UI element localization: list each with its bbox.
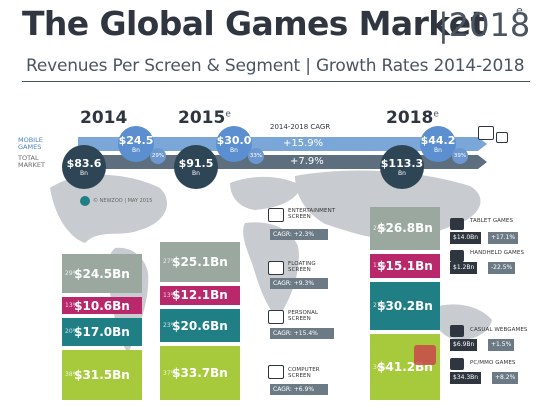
subtitle-rule bbox=[22, 81, 530, 82]
segment-value-label: $26.8Bn bbox=[377, 221, 433, 236]
computer-screen-label: COMPUTER SCREEN bbox=[288, 367, 320, 379]
keyboard-icon bbox=[450, 358, 464, 370]
title-year: |2018 bbox=[438, 6, 531, 44]
floating-cagr: CAGR: +9.3% bbox=[270, 278, 328, 289]
tablet-games-cagr: +17.1% bbox=[488, 232, 519, 244]
casual-webgames-value: $6.9Bn bbox=[450, 339, 478, 351]
console-icon bbox=[268, 261, 284, 275]
segment-value-label: $15.1Bn bbox=[377, 258, 433, 273]
mobile-circle-2018: $44.2 Bn bbox=[420, 126, 456, 162]
segment-share-label: 37% bbox=[163, 369, 177, 377]
mobile-share-2014: 29% bbox=[150, 148, 166, 164]
bar-segment: 36% $41.2Bn bbox=[370, 334, 440, 400]
bar-segment: 37% $33.7Bn bbox=[160, 346, 240, 400]
phone-tablet-icon bbox=[496, 132, 508, 143]
handheld-games-label: HANDHELD GAMES bbox=[470, 250, 525, 256]
segment-share-label: 27% bbox=[373, 302, 387, 310]
entertainment-cagr: CAGR: +2.3% bbox=[270, 229, 328, 240]
handheld-games-cagr: -22.5% bbox=[488, 262, 516, 274]
segment-share-label: 29% bbox=[65, 270, 79, 278]
continent-shape bbox=[431, 304, 492, 340]
segment-value-label: $17.0Bn bbox=[74, 324, 130, 339]
mobile-circle-2015: $30.0 Bn bbox=[216, 126, 252, 162]
bar-segment: 27% $30.2Bn bbox=[370, 281, 440, 331]
segment-value-label: $25.1Bn bbox=[172, 254, 228, 269]
total-circle-2015: $91.5 Bn bbox=[174, 145, 218, 189]
segment-share-label: 23% bbox=[163, 322, 177, 330]
entertainment-screen-label: ENTERTAINMENT SCREEN bbox=[288, 208, 336, 220]
smartphone-icon bbox=[268, 310, 284, 324]
watermark-logo bbox=[414, 345, 436, 365]
pc-mmo-games-value: $34.3Bn bbox=[450, 372, 482, 384]
bar-segment: 29% $24.5Bn bbox=[62, 254, 142, 294]
segment-value-label: $24.5Bn bbox=[74, 266, 130, 281]
casual-webgames-label: CASUAL WEBGAMES bbox=[470, 327, 528, 333]
title-estimate-mark: e bbox=[516, 4, 523, 17]
segment-value-label: $31.5Bn bbox=[74, 367, 130, 382]
handheld-icon bbox=[450, 250, 464, 262]
tv-icon bbox=[268, 208, 284, 222]
page-subtitle: Revenues Per Screen & Segment | Growth R… bbox=[26, 56, 525, 76]
segment-share-label: 36% bbox=[373, 363, 387, 371]
source-note: © NEWZOO | MAY 2015 bbox=[93, 198, 153, 204]
total-circle-2018: $113.3 Bn bbox=[380, 145, 424, 189]
bar-segment: 13% $15.1Bn bbox=[370, 253, 440, 278]
segment-value-label: $12.1Bn bbox=[172, 288, 228, 303]
bar-segment: 23% $20.6Bn bbox=[160, 309, 240, 343]
floating-screen-label: FLOATING SCREEN bbox=[288, 261, 316, 273]
segment-value-label: $10.6Bn bbox=[74, 298, 130, 313]
year-2018: 2018e bbox=[386, 108, 439, 128]
continent-shape bbox=[230, 176, 302, 210]
bar-segment: 27% $25.1Bn bbox=[160, 241, 240, 282]
segment-value-label: $20.6Bn bbox=[172, 318, 228, 333]
total-market-label: TOTAL MARKET bbox=[18, 154, 45, 169]
segment-share-label: 20% bbox=[65, 328, 79, 336]
segment-share-label: 24% bbox=[373, 224, 387, 232]
tablet-games-label: TABLET GAMES bbox=[470, 218, 514, 224]
casual-webgames-cagr: +1.5% bbox=[488, 339, 515, 351]
phone-tablet-icon bbox=[478, 126, 494, 140]
segment-share-label: 13% bbox=[65, 302, 79, 310]
mobile-share-2018: 39% bbox=[452, 148, 468, 164]
bar-segment: 38% $31.5Bn bbox=[62, 349, 142, 400]
total-band-arrow bbox=[478, 155, 487, 169]
tablet-games-value: $14.0Bn bbox=[450, 232, 482, 244]
tablet-icon bbox=[450, 218, 464, 230]
mobile-games-label: MOBILE GAMES bbox=[18, 136, 43, 151]
mobile-circle-2014: $24.5 Bn bbox=[118, 126, 154, 162]
page-title: The Global Games Market bbox=[22, 4, 486, 43]
pc-icon bbox=[268, 365, 284, 379]
mobile-cagr-band bbox=[78, 137, 478, 151]
mobile-cagr: +15.9% bbox=[283, 138, 324, 149]
year-2015: 2015e bbox=[178, 108, 231, 128]
newzoo-logo-icon bbox=[80, 196, 90, 206]
bar-segment: 20% $17.0Bn bbox=[62, 318, 142, 346]
segment-share-label: 38% bbox=[65, 371, 79, 379]
segment-value-label: $33.7Bn bbox=[172, 366, 228, 381]
mobile-band-arrow bbox=[478, 137, 487, 151]
computer-cagr: CAGR: +6.9% bbox=[270, 384, 328, 395]
total-cagr: +7.9% bbox=[290, 156, 324, 167]
segment-share-label: 13% bbox=[163, 291, 177, 299]
bar-segment: 24% $26.8Bn bbox=[370, 206, 440, 250]
segment-share-label: 27% bbox=[163, 258, 177, 266]
segment-share-label: 13% bbox=[373, 262, 387, 270]
continent-shape bbox=[50, 174, 168, 243]
mobile-share-2015: 33% bbox=[248, 148, 264, 164]
bar-segment: 13% $12.1Bn bbox=[160, 285, 240, 306]
cagr-title: 2014-2018 CAGR bbox=[270, 123, 331, 131]
pc-mmo-games-label: PC/MMO GAMES bbox=[470, 360, 516, 366]
personal-cagr: CAGR: +15.4% bbox=[270, 328, 334, 339]
total-circle-2014: $83.6 Bn bbox=[62, 145, 106, 189]
handheld-games-value: $1.2Bn bbox=[450, 262, 478, 274]
segment-value-label: $30.2Bn bbox=[377, 298, 433, 313]
personal-screen-label: PERSONAL SCREEN bbox=[288, 310, 319, 322]
bar-segment: 13% $10.6Bn bbox=[62, 297, 142, 315]
year-2014: 2014 bbox=[80, 108, 128, 128]
browser-icon bbox=[450, 325, 464, 337]
pc-mmo-games-cagr: +8.2% bbox=[492, 372, 519, 384]
